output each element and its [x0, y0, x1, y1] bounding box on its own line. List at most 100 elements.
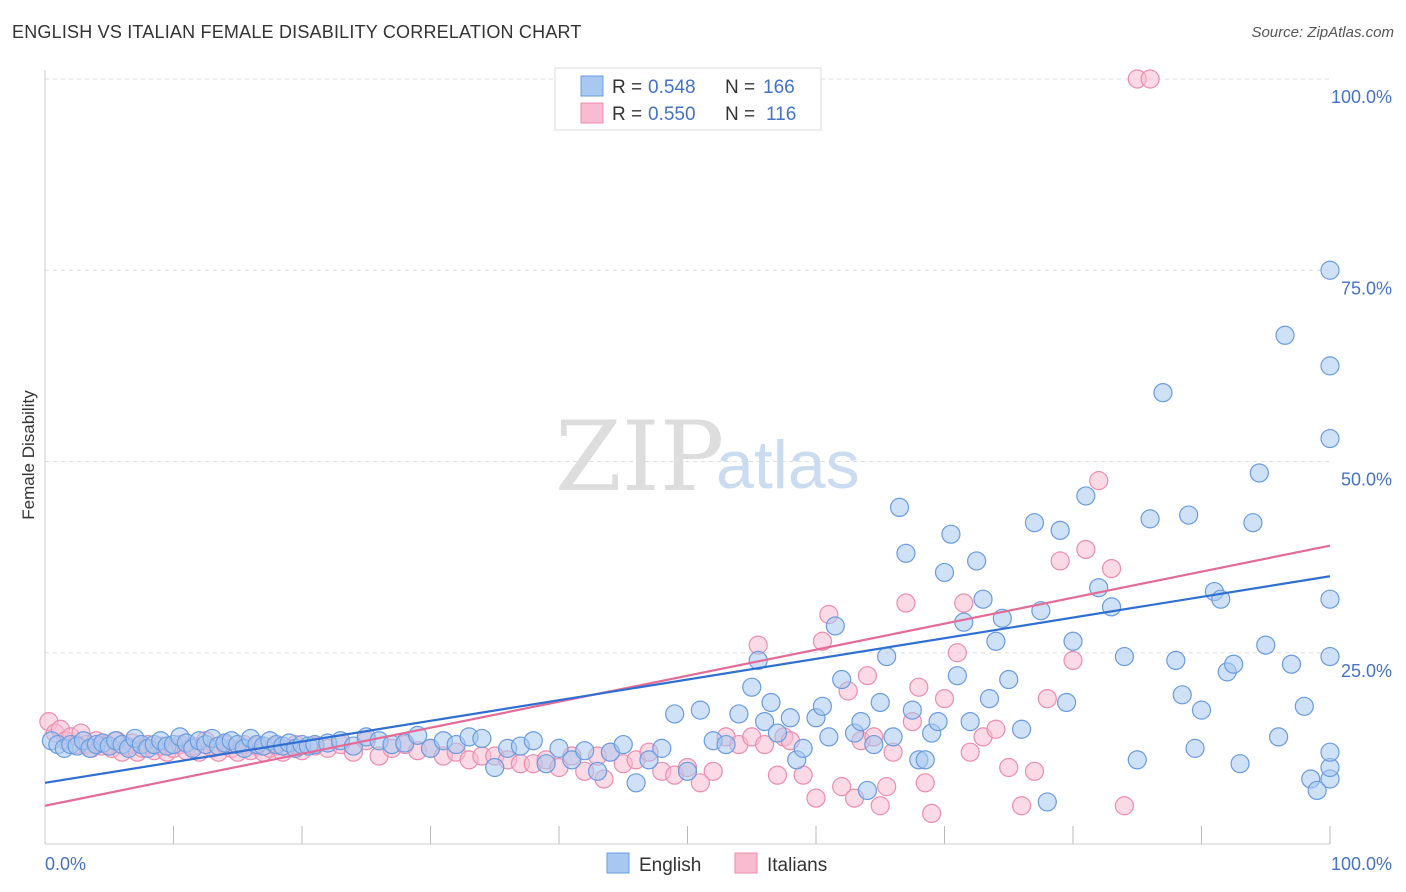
- italians-point-96: [877, 777, 897, 797]
- english-point-136: [1230, 754, 1250, 774]
- y-tick-label-2: 75.0%: [1341, 278, 1392, 298]
- watermark-zip: ZIP: [555, 401, 724, 513]
- english-point-114: [1024, 513, 1045, 533]
- english-point-119: [1063, 631, 1083, 651]
- y-tick-labels: 25.0% 50.0% 75.0% 100.0%: [1331, 87, 1392, 681]
- english-point-113: [1011, 719, 1032, 739]
- english-point-150: [1320, 428, 1340, 449]
- italians-point-109: [999, 757, 1019, 778]
- italians-point-113: [1050, 551, 1070, 571]
- english-point-90: [857, 780, 878, 801]
- english-point-82: [793, 738, 813, 758]
- english-point-80: [780, 708, 800, 728]
- english-point-68: [652, 738, 672, 758]
- bottom-legend-swatch-english: [606, 852, 630, 874]
- english-point-77: [754, 711, 775, 732]
- english-points: [41, 260, 1340, 812]
- english-point-109: [979, 689, 1000, 709]
- english-point-125: [1140, 509, 1160, 529]
- english-point-120: [1076, 486, 1096, 506]
- italians-point-87: [812, 631, 833, 651]
- english-point-102: [934, 562, 955, 583]
- english-point-129: [1179, 505, 1199, 525]
- legend-n-value-italians: 116: [766, 104, 796, 125]
- english-point-135: [1224, 654, 1244, 674]
- english-point-148: [1320, 589, 1340, 609]
- watermark-atlas: atlas: [716, 427, 860, 503]
- english-point-74: [729, 704, 749, 724]
- italians-point-95: [870, 796, 890, 816]
- english-point-126: [1153, 383, 1173, 403]
- english-point-97: [902, 700, 922, 720]
- top-legend: R = 0.548 N = 166 R = 0.550 N = 116: [554, 67, 822, 131]
- english-point-63: [587, 761, 608, 781]
- italians-point-110: [1011, 796, 1032, 816]
- english-point-94: [883, 727, 903, 747]
- english-point-91: [864, 734, 884, 755]
- english-trendline: [44, 575, 1331, 784]
- italians-point-118: [1114, 796, 1135, 816]
- english-point-59: [536, 754, 556, 774]
- english-point-60: [549, 738, 569, 758]
- english-point-62: [575, 741, 595, 761]
- legend-r-label-italians: R =: [612, 104, 642, 125]
- english-point-143: [1294, 696, 1314, 716]
- bottom-legend-label-english: English: [639, 855, 701, 876]
- english-point-147: [1320, 646, 1340, 667]
- legend-r-value-italians: 0.550: [648, 104, 696, 125]
- english-point-104: [947, 666, 967, 686]
- english-point-69: [665, 704, 685, 724]
- italians-point-108: [986, 719, 1006, 739]
- legend-r-label-english: R =: [612, 77, 642, 98]
- english-point-65: [613, 734, 633, 755]
- english-point-152: [1320, 260, 1340, 280]
- english-point-66: [626, 773, 646, 793]
- english-point-108: [973, 589, 993, 609]
- italians-point-81: [754, 734, 775, 755]
- italians-point-120: [1140, 69, 1160, 89]
- english-point-70: [677, 761, 698, 781]
- english-point-128: [1172, 685, 1192, 705]
- italians-point-112: [1037, 689, 1057, 709]
- english-point-89: [851, 711, 871, 732]
- chart-title: ENGLISH VS ITALIAN FEMALE DISABILITY COR…: [12, 22, 582, 42]
- english-point-118: [1056, 692, 1077, 713]
- italians-point-104: [947, 643, 967, 663]
- english-point-96: [896, 543, 916, 563]
- english-point-101: [928, 711, 948, 732]
- italians-point-117: [1101, 558, 1122, 579]
- english-point-139: [1256, 635, 1276, 655]
- english-point-141: [1275, 325, 1295, 345]
- english-point-103: [941, 524, 961, 544]
- english-point-55: [485, 757, 505, 778]
- english-point-142: [1281, 654, 1302, 674]
- english-point-73: [716, 734, 736, 755]
- english-point-138: [1249, 463, 1269, 483]
- english-point-112: [999, 669, 1019, 690]
- english-point-145: [1307, 780, 1327, 801]
- english-point-93: [877, 646, 897, 667]
- italians-point-115: [1076, 539, 1096, 560]
- english-point-117: [1050, 520, 1070, 540]
- english-point-67: [639, 750, 659, 770]
- y-axis-label: Female Disability: [19, 390, 38, 520]
- y-tick-label-0: 25.0%: [1341, 661, 1392, 681]
- english-point-79: [767, 723, 788, 743]
- english-point-84: [812, 696, 833, 716]
- legend-n-label-italians: N =: [725, 104, 755, 125]
- english-point-137: [1243, 513, 1263, 533]
- italians-point-86: [806, 788, 826, 808]
- english-point-95: [889, 497, 910, 517]
- english-point-78: [761, 692, 781, 713]
- english-point-71: [690, 700, 710, 720]
- english-point-116: [1037, 792, 1057, 812]
- english-point-153: [1320, 742, 1340, 762]
- english-point-107: [967, 551, 987, 571]
- english-point-87: [832, 669, 852, 690]
- italians-point-89: [832, 777, 852, 797]
- watermark: ZIP atlas: [555, 401, 860, 513]
- italians-point-116: [1089, 471, 1109, 491]
- bottom-legend: English Italians: [606, 852, 827, 876]
- english-point-54: [472, 728, 492, 749]
